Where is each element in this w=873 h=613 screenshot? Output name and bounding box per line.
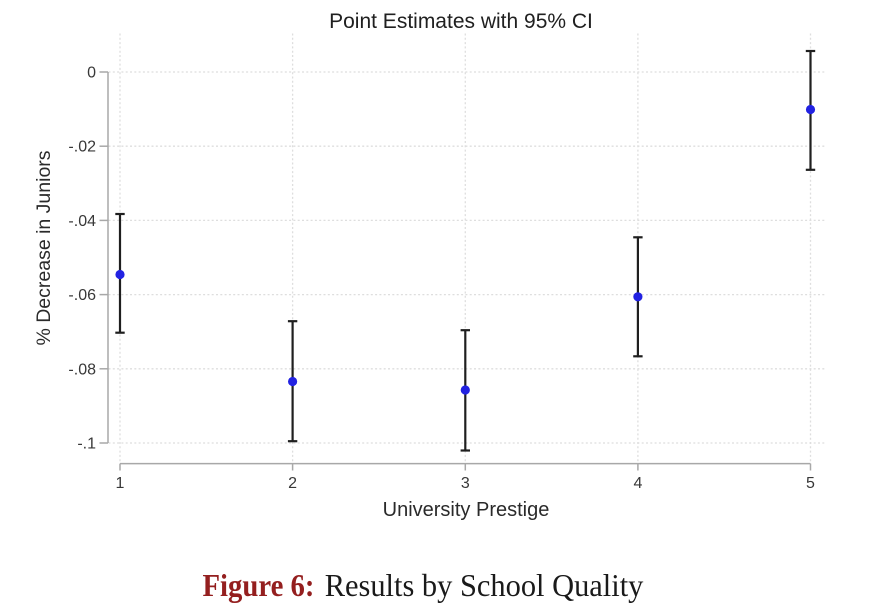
svg-text:Point Estimates with 95% CI: Point Estimates with 95% CI	[329, 10, 593, 33]
svg-text:3: 3	[461, 475, 470, 492]
svg-text:1: 1	[116, 475, 125, 492]
svg-text:5: 5	[806, 475, 815, 492]
svg-text:% Decrease in Juniors: % Decrease in Juniors	[33, 150, 55, 345]
svg-text:2: 2	[288, 475, 297, 492]
svg-text:University Prestige: University Prestige	[383, 499, 550, 521]
svg-text:-.08: -.08	[68, 361, 96, 378]
svg-text:-.1: -.1	[77, 436, 96, 453]
svg-text:-.02: -.02	[68, 139, 96, 156]
svg-text:-.06: -.06	[68, 287, 96, 304]
svg-text:-.04: -.04	[68, 213, 96, 230]
svg-text:4: 4	[633, 475, 642, 492]
svg-text:0: 0	[87, 65, 96, 82]
svg-text:Figure 6:Results by School Qua: Figure 6: Results by School Quality	[203, 567, 644, 603]
